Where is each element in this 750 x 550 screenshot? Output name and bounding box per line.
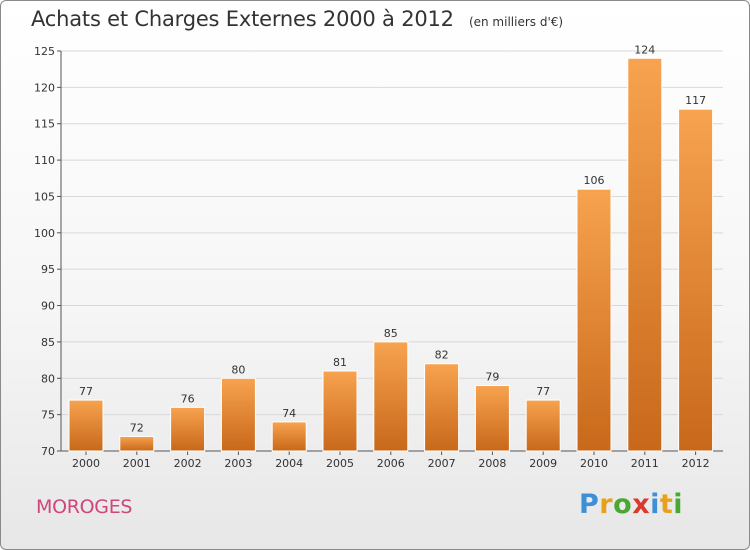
logo-letter: t — [659, 489, 674, 520]
data-label: 124 — [634, 43, 655, 56]
bar — [220, 377, 256, 452]
bar — [678, 108, 714, 452]
y-tick-label: 75 — [41, 409, 55, 422]
bar — [68, 399, 104, 452]
y-tick-label: 110 — [34, 154, 55, 167]
y-tick-label: 105 — [34, 190, 55, 203]
bar — [525, 399, 561, 452]
x-tick-label: 2001 — [123, 457, 151, 470]
y-tick-label: 95 — [41, 263, 55, 276]
bar — [119, 435, 155, 452]
x-tick-label: 2004 — [275, 457, 303, 470]
y-tick-label: 120 — [34, 81, 55, 94]
proxiti-logo[interactable]: Proxiti — [579, 489, 683, 520]
y-tick-label: 100 — [34, 227, 55, 240]
bar — [322, 370, 358, 452]
data-label: 82 — [435, 349, 449, 362]
title-block: Achats et Charges Externes 2000 à 2012 (… — [31, 7, 563, 31]
data-label: 81 — [333, 356, 347, 369]
x-tick-label: 2009 — [529, 457, 557, 470]
logo-letter: r — [599, 489, 614, 520]
logo-letter: i — [650, 489, 660, 520]
chart-title: Achats et Charges Externes 2000 à 2012 — [31, 7, 454, 31]
commune-name: MOROGES — [36, 496, 133, 518]
x-tick-label: 2000 — [72, 457, 100, 470]
logo-letter: i — [673, 489, 684, 520]
chart-subtitle: (en milliers d'€) — [468, 15, 564, 29]
bars — [68, 57, 714, 452]
data-label: 117 — [685, 94, 706, 107]
data-label: 80 — [231, 363, 245, 376]
logo-letter: x — [632, 489, 651, 520]
bar — [170, 406, 206, 452]
y-tick-label: 80 — [41, 372, 55, 385]
bar — [576, 188, 612, 452]
bar — [474, 385, 510, 452]
data-label: 85 — [384, 327, 398, 340]
x-tick-label: 2003 — [224, 457, 252, 470]
x-tick-label: 2002 — [174, 457, 202, 470]
data-label: 74 — [282, 407, 296, 420]
x-tick-label: 2006 — [377, 457, 405, 470]
y-tick-label: 115 — [34, 118, 55, 131]
y-tick-label: 90 — [41, 300, 55, 313]
y-tick-label: 125 — [34, 45, 55, 58]
y-tick-label: 85 — [41, 336, 55, 349]
data-label: 72 — [130, 421, 144, 434]
logo-letter: P — [579, 489, 600, 520]
y-tick-label: 70 — [41, 445, 55, 458]
x-tick-label: 2007 — [428, 457, 456, 470]
logo-letter: o — [613, 489, 633, 520]
x-tick-label: 2011 — [631, 457, 659, 470]
bar — [271, 421, 307, 452]
bar — [373, 341, 409, 452]
x-tick-label: 2008 — [478, 457, 506, 470]
bar — [627, 57, 663, 452]
data-label: 76 — [181, 392, 195, 405]
x-tick-label: 2005 — [326, 457, 354, 470]
data-label: 77 — [536, 385, 550, 398]
data-label: 79 — [485, 371, 499, 384]
bar — [424, 363, 460, 452]
data-label: 106 — [584, 174, 605, 187]
data-label: 77 — [79, 385, 93, 398]
x-tick-label: 2010 — [580, 457, 608, 470]
labels: 70 75 80 85 90 95 100 105 110 115 120 125 77 2000 72 20… — [34, 43, 710, 470]
x-tick-label: 2012 — [682, 457, 710, 470]
